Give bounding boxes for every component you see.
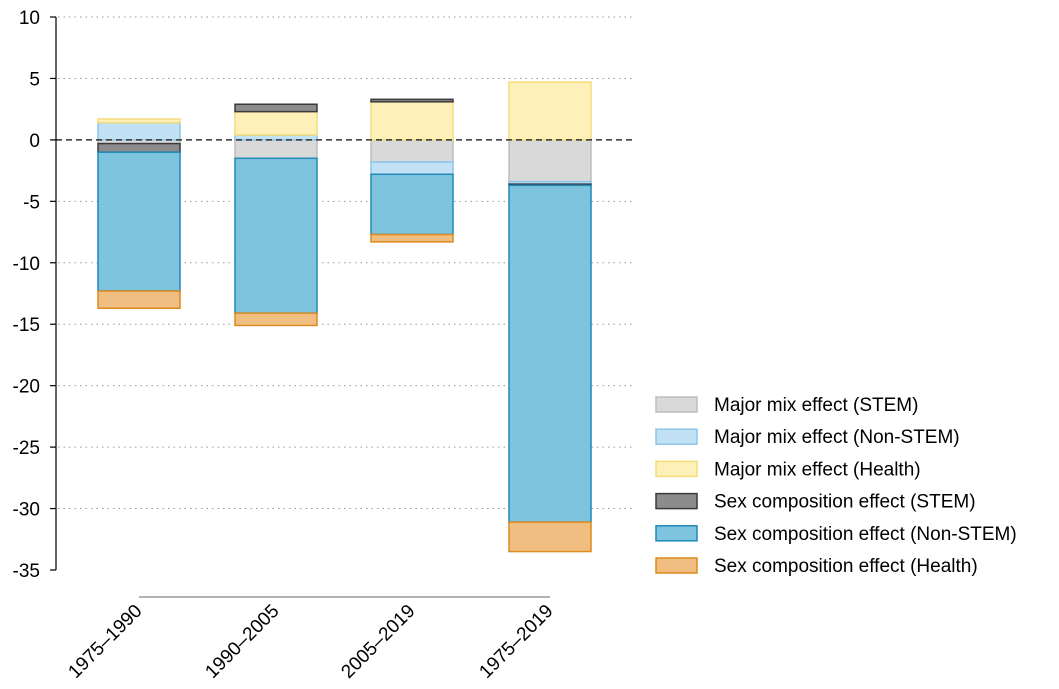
y-tick-label: -20 bbox=[13, 377, 40, 398]
bar-segment bbox=[234, 110, 318, 136]
x-tick-label: 1975–2019 bbox=[475, 601, 557, 683]
legend-label: Major mix effect (Health) bbox=[714, 459, 921, 480]
bar-segment bbox=[370, 101, 454, 141]
legend-swatch bbox=[655, 428, 698, 445]
y-tick-label: -35 bbox=[13, 561, 40, 582]
y-tick-label: -30 bbox=[13, 500, 40, 521]
bars bbox=[97, 81, 592, 553]
x-tick-label: 1990–2005 bbox=[201, 601, 283, 683]
legend-swatch bbox=[655, 557, 698, 574]
y-tick-label: -5 bbox=[23, 192, 40, 213]
bar-segment bbox=[370, 98, 454, 103]
legend-label: Sex composition effect (Non-STEM) bbox=[714, 524, 1017, 545]
bar-segment bbox=[234, 312, 318, 327]
y-tick-label: -15 bbox=[13, 315, 40, 336]
x-tick-label: 2005–2019 bbox=[337, 601, 419, 683]
x-tick-label: 1975–1990 bbox=[64, 601, 146, 683]
legend-label: Major mix effect (Non-STEM) bbox=[714, 427, 960, 448]
bar-segment bbox=[508, 139, 592, 183]
bar-segment bbox=[370, 139, 454, 163]
bar-segment bbox=[370, 173, 454, 236]
bar-segment bbox=[97, 290, 181, 309]
y-tick-label: -10 bbox=[13, 254, 40, 275]
y-tick-label: 0 bbox=[29, 131, 40, 152]
bar-segment bbox=[508, 81, 592, 141]
legend-swatch bbox=[655, 460, 698, 478]
y-tick-label: -25 bbox=[13, 438, 40, 459]
bar-segment bbox=[234, 157, 318, 314]
bar-segment bbox=[234, 103, 318, 113]
legend-swatch bbox=[655, 396, 698, 413]
legend-label: Major mix effect (STEM) bbox=[714, 395, 918, 416]
legend-swatch bbox=[655, 492, 698, 510]
bar-segment bbox=[370, 233, 454, 243]
bar-segment bbox=[508, 521, 592, 553]
bar-segment bbox=[370, 161, 454, 176]
bar-segment bbox=[97, 118, 181, 124]
bar-segment bbox=[508, 184, 592, 523]
bar-segment bbox=[97, 121, 181, 141]
legend-label: Sex composition effect (Health) bbox=[714, 556, 978, 577]
legend-swatch bbox=[655, 525, 698, 542]
bar-segment bbox=[97, 142, 181, 153]
legend-label: Sex composition effect (STEM) bbox=[714, 492, 976, 513]
y-tick-label: 10 bbox=[19, 8, 40, 29]
bar-segment bbox=[97, 151, 181, 292]
y-tick-label: 5 bbox=[29, 69, 40, 90]
bar-segment bbox=[234, 139, 318, 160]
legend: Major mix effect (STEM) Major mix effect … bbox=[655, 395, 1017, 577]
